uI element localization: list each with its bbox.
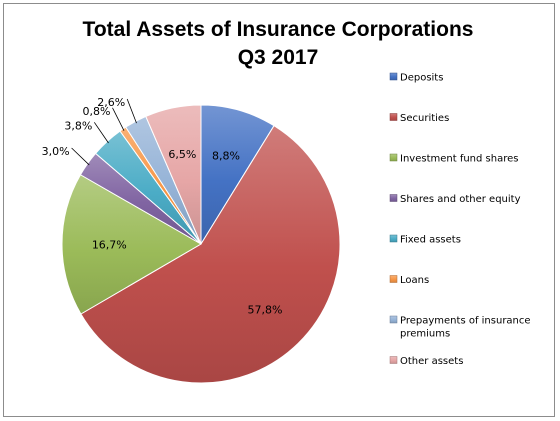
legend-label-securities: Securities (400, 113, 449, 124)
legend-swatch-investment-fund-shares (389, 153, 398, 162)
legend-swatch-other-assets (389, 356, 398, 364)
legend-swatch-deposits (389, 72, 398, 81)
leader-line-shares-and-other-equity (71, 147, 90, 166)
data-label-securities: 57,8% (248, 304, 283, 317)
legend-label-other-assets: Other assets (400, 356, 463, 367)
legend-label-deposits: Deposits (400, 73, 443, 84)
data-label-fixed-assets: 3,8% (64, 119, 92, 132)
slice-other-assets (145, 104, 202, 245)
legend-swatch-fixed-assets (389, 234, 398, 243)
data-label-shares-and-other-equity: 3,0% (42, 145, 70, 158)
legend-swatch-prepayments-of-insurance-premiums (389, 315, 398, 324)
data-label-deposits: 8,8% (212, 150, 240, 163)
data-labels: 8,8% 57,8% 16,7% 3,0% 3,8%0,8%2,6% 6,5% (42, 96, 283, 317)
data-label-loans: 0,8% (83, 105, 111, 118)
legend-label-fixed-assets: Fixed assets (400, 235, 461, 246)
slice-investment-fund-shares (61, 174, 202, 315)
leader-lines (71, 98, 137, 166)
legend-label-shares-and-other-equity: Shares and other equity (400, 194, 521, 205)
legend-label-investment-fund-shares: Investment fund shares (400, 154, 518, 165)
leader-line-fixed-assets (93, 122, 109, 144)
chart-title: Total Assets of Insurance Corporations (83, 18, 474, 41)
legend-label-prepayments-of-insurance-premiums: Prepayments of insurance premiums (400, 316, 531, 340)
legend-swatch-shares-and-other-equity (389, 194, 398, 202)
leader-line-loans (112, 107, 125, 131)
legend-swatch-loans (389, 275, 398, 283)
legend-label-loans: Loans (400, 275, 429, 286)
data-label-investment-fund-shares: 16,7% (92, 238, 127, 251)
chart-subtitle: Q3 2017 (238, 46, 319, 69)
slice-securities (80, 125, 341, 384)
legend: Deposits Securities Investment fund shares… (389, 72, 531, 367)
legend-swatch-securities (389, 113, 398, 121)
leader-line-prepayments-of-insurance-premiums (126, 98, 137, 124)
data-label-prepayments-of-insurance-premiums: 2,6% (97, 96, 125, 109)
data-label-other-assets: 6,5% (168, 148, 196, 161)
